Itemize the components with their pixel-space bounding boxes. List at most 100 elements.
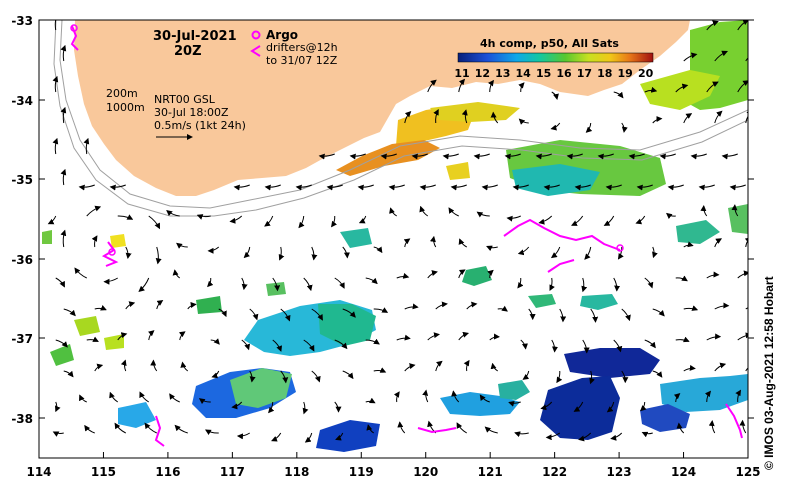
current-vectors: [47, 20, 748, 443]
current-arrow: [280, 308, 291, 322]
current-arrow: [78, 184, 95, 191]
current-arrow: [52, 137, 59, 155]
current-arrow: [144, 422, 157, 434]
current-arrow: [518, 118, 529, 125]
colorbar-tick-label: 19: [618, 67, 633, 80]
current-arrow: [268, 401, 275, 414]
current-arrow: [365, 397, 376, 404]
current-arrow: [479, 394, 490, 403]
current-arrow: [606, 401, 615, 413]
current-arrow: [349, 153, 366, 160]
current-arrow: [706, 81, 719, 93]
current-arrow: [487, 269, 494, 279]
colorbar-tick-label: 12: [475, 67, 490, 80]
current-arrow: [636, 184, 653, 191]
current-arrow: [176, 242, 188, 249]
current-arrow: [174, 424, 188, 434]
current-arrow: [74, 267, 87, 279]
current-arrow: [714, 238, 722, 248]
current-arrow: [551, 91, 559, 100]
current-arrow: [721, 153, 738, 160]
current-arrow: [676, 422, 685, 434]
y-tick-label: -34: [11, 94, 33, 108]
current-arrow: [388, 184, 405, 191]
current-arrow: [666, 212, 676, 219]
current-arrow: [109, 184, 126, 191]
current-arrow: [729, 184, 746, 191]
x-tick-label: 119: [349, 465, 374, 479]
current-arrow: [249, 370, 256, 383]
depth-200-label: 200m: [106, 87, 138, 100]
current-arrow: [139, 391, 150, 403]
current-arrow: [451, 390, 460, 403]
current-arrow: [613, 339, 623, 353]
current-arrow: [83, 137, 90, 155]
current-arrow: [517, 277, 524, 289]
current-arrow: [581, 277, 588, 293]
current-arrow: [706, 271, 720, 279]
current-arrow: [404, 363, 416, 372]
current-arrow: [673, 393, 681, 403]
current-arrow: [396, 334, 411, 341]
current-arrow: [621, 370, 629, 384]
nrt-line1: NRT00 GSL: [154, 93, 216, 106]
current-arrow: [585, 122, 593, 133]
current-arrow: [433, 109, 439, 124]
colorbar-tick-label: 17: [577, 67, 592, 80]
current-arrow: [155, 246, 162, 265]
current-arrow: [178, 331, 186, 341]
current-arrow: [318, 153, 335, 160]
current-arrow: [745, 367, 748, 372]
current-arrow: [714, 50, 728, 62]
current-arrow: [617, 246, 624, 260]
current-arrow: [731, 204, 739, 217]
credit-label: © IMOS 03-Aug-2021 12:58 Hobart: [762, 276, 776, 470]
current-arrow: [272, 339, 283, 352]
colorbar-tick-label: 13: [495, 67, 510, 80]
current-arrow: [739, 419, 747, 434]
current-arrow: [427, 79, 437, 93]
x-tick-label: 117: [220, 465, 245, 479]
current-arrow: [342, 308, 356, 318]
current-arrow: [535, 153, 552, 160]
nrt-line2: 30-Jul 18:00Z: [154, 106, 229, 119]
current-arrow: [63, 308, 76, 317]
current-arrow: [60, 168, 67, 186]
x-tick-label: 118: [284, 465, 309, 479]
x-tick-label: 122: [542, 465, 567, 479]
current-arrow: [271, 432, 282, 442]
current-arrow: [545, 432, 561, 441]
current-arrow: [357, 184, 374, 191]
scale-label: 0.5m/s (1kt 24h): [154, 119, 246, 132]
x-tick-label: 124: [671, 465, 696, 479]
current-arrow: [403, 238, 411, 248]
current-arrow: [578, 432, 592, 442]
isobath-200m: [59, 20, 748, 209]
current-arrow: [573, 401, 584, 412]
current-arrow: [231, 401, 243, 410]
colorbar-title: 4h comp, p50, All Sats: [480, 37, 619, 50]
current-arrow: [373, 307, 389, 313]
current-arrow: [704, 390, 712, 403]
current-arrow: [683, 305, 699, 311]
current-arrow: [714, 302, 730, 310]
drifter-legend-icon: [250, 45, 261, 57]
current-arrow: [396, 272, 410, 279]
current-arrow: [180, 361, 189, 372]
current-arrow: [303, 277, 313, 292]
current-arrow: [603, 215, 615, 226]
current-arrow: [550, 246, 561, 259]
current-arrow: [148, 215, 161, 230]
current-arrow: [490, 362, 499, 372]
current-arrow: [574, 184, 591, 191]
y-tick-label: -33: [11, 14, 33, 28]
current-arrow: [737, 80, 748, 93]
current-arrow: [52, 20, 59, 31]
current-arrow: [528, 308, 536, 321]
current-arrow: [114, 422, 126, 434]
current-arrow: [373, 367, 387, 373]
y-tick-label: -35: [11, 173, 33, 187]
current-arrow: [458, 78, 466, 93]
land-mass: [74, 20, 690, 196]
current-arrow: [84, 424, 95, 434]
